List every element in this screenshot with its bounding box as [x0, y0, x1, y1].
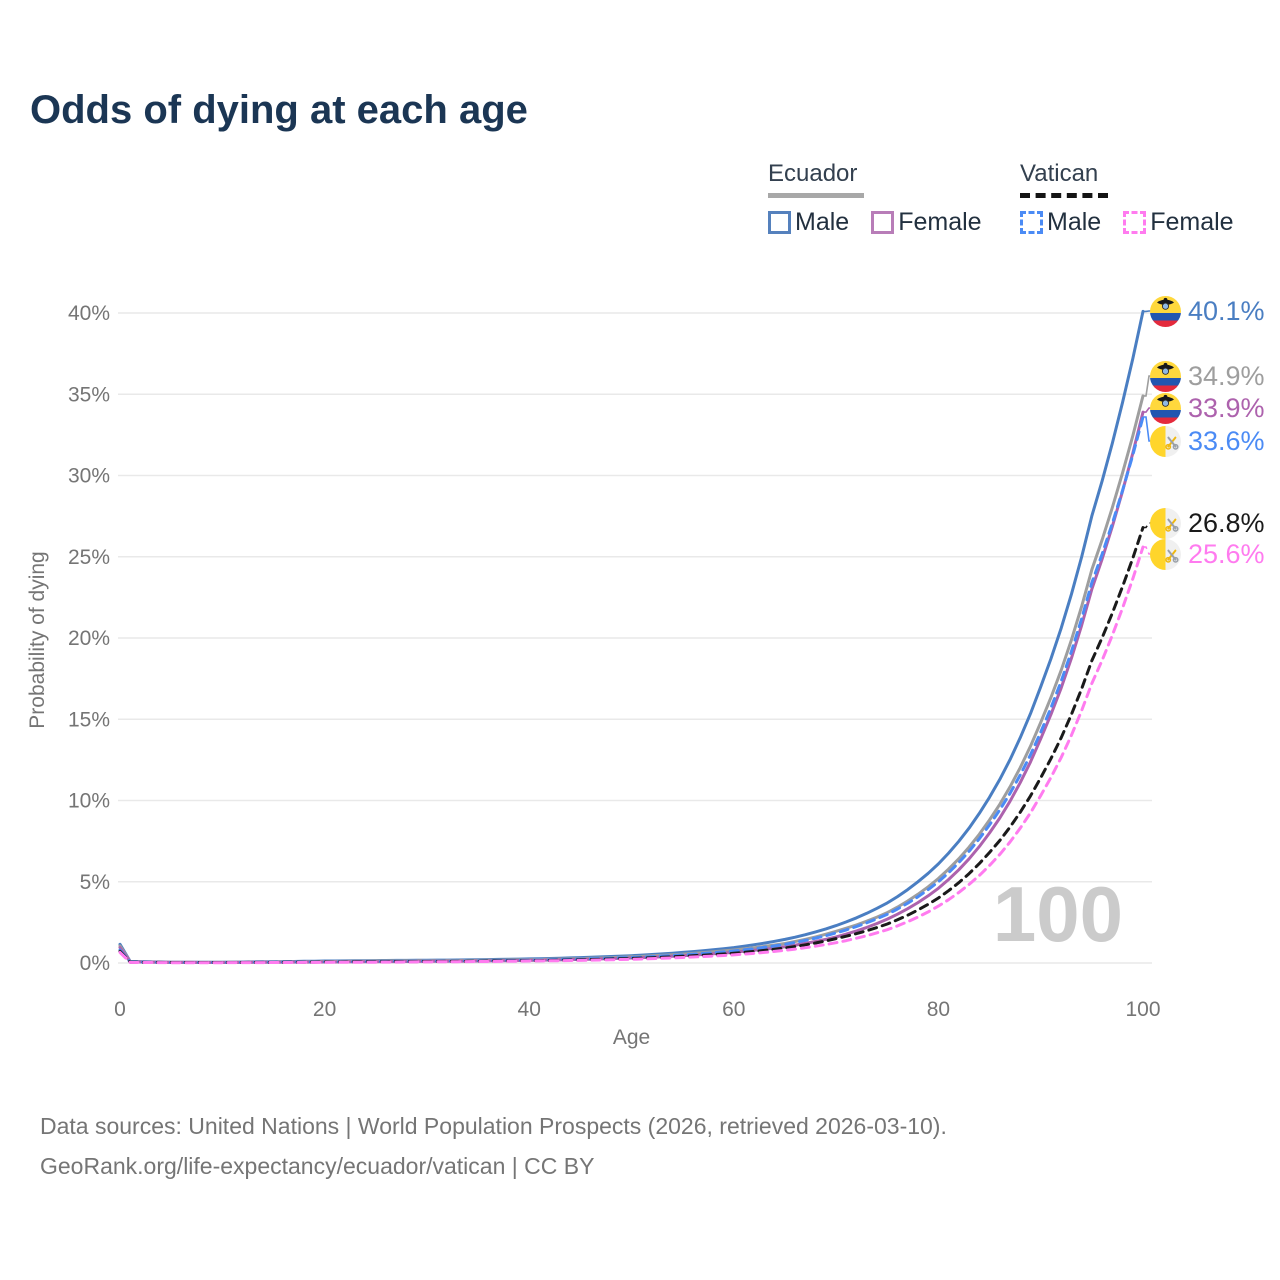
- svg-text:0: 0: [114, 998, 126, 1021]
- legend-item-label: Female: [1150, 208, 1234, 236]
- ecuador-female-swatch-icon: [871, 211, 895, 234]
- svg-text:35%: 35%: [68, 383, 110, 406]
- end-label-value: 25.6%: [1188, 538, 1265, 569]
- svg-text:20%: 20%: [68, 627, 110, 650]
- footer-line2: GeoRank.org/life-expectancy/ecuador/vati…: [40, 1153, 595, 1179]
- legend: Ecuador Male Female Vatican Male: [0, 160, 1280, 250]
- svg-text:5%: 5%: [80, 871, 110, 894]
- vatican-dashed-line-swatch: [1020, 193, 1108, 198]
- legend-group-ecuador-label[interactable]: Ecuador: [768, 160, 858, 187]
- ecuador-male-swatch-icon: [768, 211, 791, 234]
- end-label-value: 40.1%: [1188, 295, 1265, 326]
- end-label-value: 26.8%: [1188, 507, 1265, 538]
- vatican-flag-icon: [1150, 539, 1181, 570]
- end-label-vatican-both: 26.8%: [1150, 507, 1265, 539]
- vatican-male-swatch-icon: [1020, 211, 1043, 234]
- end-label-ecuador-female: 33.9%: [1150, 392, 1265, 424]
- svg-text:40%: 40%: [68, 302, 110, 325]
- svg-text:Probability of dying: Probability of dying: [26, 551, 49, 728]
- footer-line1: Data sources: United Nations | World Pop…: [40, 1113, 947, 1139]
- legend-item-ecuador-female[interactable]: Female: [871, 208, 982, 237]
- end-label-value: 34.9%: [1188, 360, 1265, 391]
- data-source-footer: Data sources: United Nations | World Pop…: [40, 1106, 947, 1186]
- svg-text:25%: 25%: [68, 546, 110, 569]
- gridlines: [118, 312, 1152, 964]
- svg-text:80: 80: [927, 998, 950, 1021]
- legend-item-label: Male: [795, 208, 850, 236]
- svg-text:15%: 15%: [68, 708, 110, 731]
- end-label-value: 33.9%: [1188, 392, 1265, 423]
- svg-text:20: 20: [313, 998, 336, 1021]
- ecuador-solid-line-swatch: [768, 193, 864, 198]
- legend-item-label: Female: [898, 208, 982, 236]
- ecuador-flag-icon: [1150, 393, 1181, 424]
- legend-item-vatican-female[interactable]: Female: [1123, 208, 1234, 237]
- svg-text:Age: Age: [613, 1026, 650, 1049]
- svg-text:40: 40: [518, 998, 541, 1021]
- vatican-flag-icon: [1150, 426, 1181, 457]
- end-label-ecuador-both: 34.9%: [1150, 360, 1265, 392]
- legend-group-vatican-label[interactable]: Vatican: [1020, 160, 1099, 187]
- page-title: Odds of dying at each age: [30, 88, 528, 132]
- legend-item-vatican-male[interactable]: Male: [1020, 208, 1101, 237]
- svg-text:100: 100: [1125, 998, 1160, 1021]
- svg-text:0%: 0%: [80, 952, 110, 975]
- end-label-value: 33.6%: [1188, 425, 1265, 456]
- legend-item-label: Male: [1047, 208, 1102, 236]
- svg-text:30%: 30%: [68, 465, 110, 488]
- end-label-vatican-male: 33.6%: [1150, 425, 1265, 457]
- legend-item-ecuador-male[interactable]: Male: [768, 208, 849, 237]
- end-label-ecuador-male: 40.1%: [1150, 295, 1265, 327]
- svg-text:60: 60: [722, 998, 745, 1021]
- ecuador-flag-icon: [1150, 361, 1181, 392]
- series-lines: [118, 309, 1145, 965]
- vatican-flag-icon: [1150, 508, 1181, 539]
- svg-text:10%: 10%: [68, 790, 110, 813]
- end-label-vatican-female: 25.6%: [1150, 538, 1265, 570]
- vatican-female-swatch-icon: [1123, 211, 1147, 234]
- axis-labels: 0% 5% 10% 15% 20% 25% 30% 35% 40% 0 20 40 60 80 100 Age…: [26, 302, 1161, 1049]
- legend-group-ecuador: Ecuador Male Female: [768, 160, 982, 237]
- age-watermark: 100: [993, 870, 1123, 958]
- ecuador-flag-icon: [1150, 296, 1181, 327]
- legend-group-vatican: Vatican Male Female: [1020, 160, 1234, 237]
